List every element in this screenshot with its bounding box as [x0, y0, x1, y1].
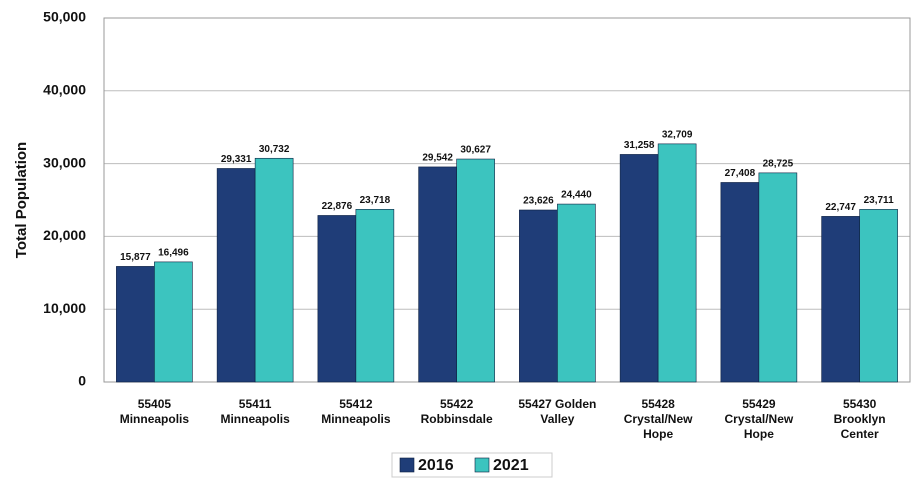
data-label: 24,440 — [561, 190, 592, 201]
x-tick-label: 55428 Crystal/New Hope — [623, 397, 693, 441]
data-label: 29,542 — [422, 153, 453, 164]
bar — [216, 168, 256, 383]
bar — [116, 266, 155, 383]
data-label: 16,496 — [158, 248, 189, 259]
data-label: 29,331 — [221, 154, 252, 165]
data-label: 27,408 — [725, 168, 756, 179]
y-tick-label: 0 — [78, 373, 86, 389]
y-tick-label: 10,000 — [43, 300, 86, 316]
bar — [758, 172, 798, 383]
x-tick-label: 55412 Minneapolis — [321, 397, 391, 426]
data-label: 22,876 — [322, 201, 353, 212]
bar — [557, 203, 596, 383]
data-label: 15,877 — [120, 252, 151, 263]
bar — [720, 182, 760, 383]
legend-label: 2016 — [418, 457, 454, 474]
plot-frame — [103, 17, 911, 383]
y-tick-label: 30,000 — [43, 154, 86, 170]
bar — [355, 209, 395, 383]
data-label: 30,627 — [460, 145, 491, 156]
x-tick-label: 55411 Minneapolis — [220, 397, 290, 426]
bar — [859, 209, 898, 383]
x-tick-label: 55422 Robbinsdale — [420, 397, 493, 426]
bar — [619, 154, 659, 383]
legend-label: 2021 — [493, 457, 529, 474]
bar — [657, 143, 697, 383]
bar — [821, 216, 860, 383]
x-tick-label: 55405 Minneapolis — [119, 397, 190, 426]
bar — [154, 261, 193, 383]
data-label: 23,711 — [864, 195, 894, 206]
legend-frame — [391, 452, 553, 478]
bar — [456, 158, 495, 383]
y-tick-label: 40,000 — [43, 82, 86, 98]
bar — [519, 209, 558, 383]
data-label: 28,725 — [763, 159, 794, 170]
bar — [418, 166, 457, 383]
bar — [317, 215, 357, 383]
bar — [254, 157, 294, 383]
x-tick-label: 55427 Golden Valley — [518, 397, 597, 426]
data-label: 31,258 — [624, 140, 655, 151]
y-axis-label: Total Population — [13, 142, 30, 258]
x-tick-label: 55430 Brooklyn Center — [833, 397, 886, 441]
data-label: 30,732 — [259, 144, 290, 155]
data-label: 22,747 — [825, 202, 856, 213]
data-label: 23,718 — [360, 195, 391, 206]
x-tick-label: 55429 Crystal/New Hope — [724, 397, 794, 441]
legend-swatch — [399, 457, 415, 473]
data-label: 23,626 — [523, 196, 554, 207]
y-tick-label: 50,000 — [43, 9, 86, 25]
data-label: 32,709 — [662, 130, 693, 141]
legend-swatch — [474, 457, 490, 473]
y-tick-label: 20,000 — [43, 227, 86, 243]
